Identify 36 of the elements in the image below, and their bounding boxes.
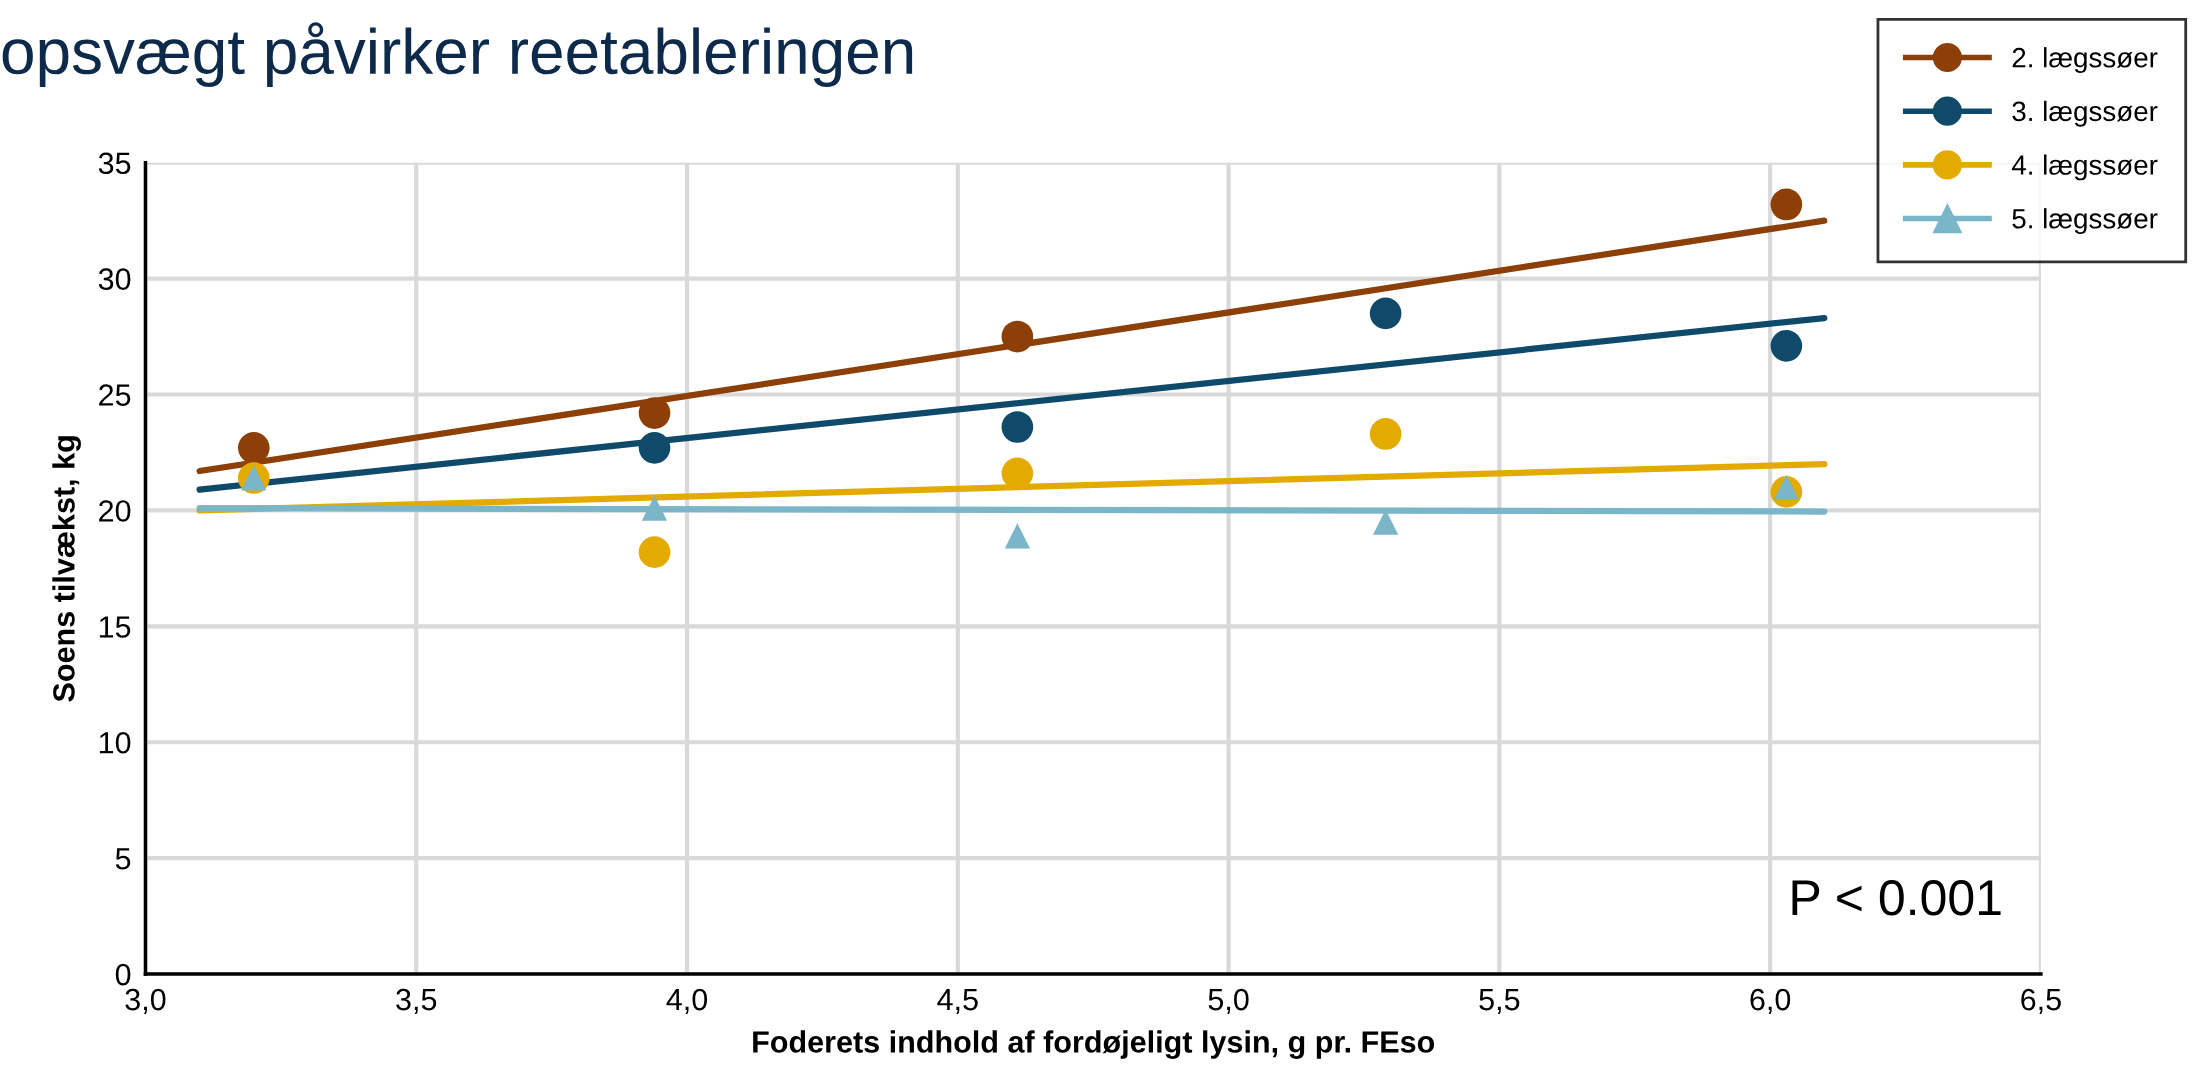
point — [1004, 523, 1030, 549]
point — [1369, 297, 1402, 330]
y-tick-label: 30 — [98, 268, 131, 290]
y-axis-title: Soens tilvækst, kg — [52, 436, 81, 702]
x-tick-label: 6,0 — [1750, 988, 1791, 1015]
chart-title: opsvægt påvirker reetableringen — [2, 22, 913, 87]
point — [1001, 411, 1034, 443]
y-tick-label: 10 — [99, 731, 131, 754]
x-tick-label: 3,5 — [396, 988, 437, 1015]
point — [1001, 320, 1034, 353]
point — [641, 495, 668, 521]
x-tick-label: 6,5 — [2021, 988, 2061, 1015]
point — [1770, 188, 1803, 221]
y-tick-label: 20 — [99, 500, 131, 522]
x-axis-title: Foderets indhold af fordøjeligt lysin, g pr. FEso — [753, 1030, 1435, 1059]
x-tick-label: 3,0 — [125, 988, 166, 1015]
x-tick-label: 4,5 — [937, 989, 978, 1015]
y-tick-label: 5 — [115, 848, 131, 870]
y-tick-label: 35 — [98, 152, 131, 175]
legend-label: 4. lægssøer — [2011, 154, 2158, 181]
x-tick-label: 5,0 — [1208, 988, 1249, 1015]
point — [638, 397, 671, 429]
legend-label: 3. lægssøer — [2012, 100, 2158, 127]
y-tick-label: 25 — [99, 384, 131, 406]
legend-label: 2. lægssøer — [2012, 47, 2158, 74]
annotation: P < 0.001 — [1792, 880, 2001, 916]
point — [237, 432, 270, 464]
point — [638, 432, 671, 464]
legend-label: 5. lægssøer — [2012, 208, 2158, 235]
point — [1369, 418, 1402, 450]
y-tick-label: 0 — [115, 963, 131, 986]
point — [1770, 330, 1803, 362]
point — [638, 536, 671, 568]
x-tick-label: 5,5 — [1479, 989, 1520, 1015]
x-tick-label: 4,0 — [666, 988, 708, 1015]
y-tick-label: 15 — [99, 616, 131, 638]
